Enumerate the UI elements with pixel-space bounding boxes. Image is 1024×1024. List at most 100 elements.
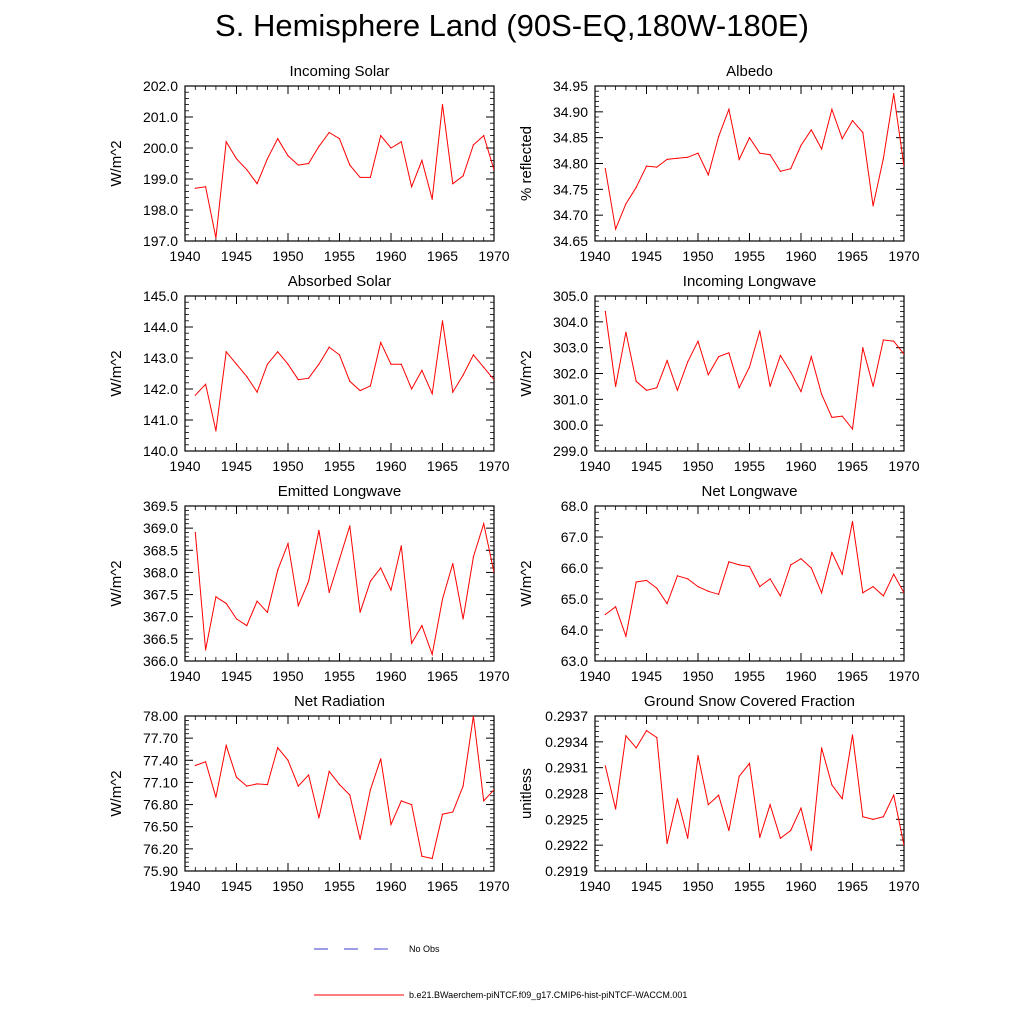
data-point xyxy=(728,829,730,832)
data-point xyxy=(903,844,904,846)
data-point xyxy=(748,762,751,764)
y-axis-label: W/m^2 xyxy=(108,560,125,606)
data-point xyxy=(297,605,299,607)
data-point xyxy=(800,807,802,809)
y-tick-label: 202.0 xyxy=(143,78,178,94)
y-tick-label: 77.10 xyxy=(143,774,178,790)
data-point xyxy=(821,393,823,395)
data-point xyxy=(400,545,402,547)
data-point xyxy=(903,592,904,594)
data-point xyxy=(821,592,823,594)
series-line xyxy=(604,729,904,851)
data-point xyxy=(287,543,289,545)
series-line xyxy=(195,716,494,860)
data-point xyxy=(256,600,258,602)
data-point xyxy=(615,808,617,810)
data-point xyxy=(452,562,454,565)
data-point xyxy=(718,136,720,138)
x-tick-label: 1955 xyxy=(734,668,765,684)
data-point xyxy=(625,635,627,637)
x-tick-label: 1955 xyxy=(324,878,355,894)
y-tick-label: 34.95 xyxy=(553,78,588,94)
data-point xyxy=(851,520,854,523)
data-point xyxy=(666,359,668,362)
y-tick-label: 66.0 xyxy=(561,560,588,576)
data-point xyxy=(687,156,689,158)
data-point xyxy=(483,135,485,137)
data-point xyxy=(421,159,423,161)
data-point xyxy=(738,564,740,566)
data-point xyxy=(666,158,668,160)
data-point xyxy=(738,158,740,160)
data-point xyxy=(256,783,258,785)
y-tick-label: 367.5 xyxy=(143,587,178,603)
x-tick-label: 1940 xyxy=(169,668,200,684)
chart-panel-8: 1940 1945 1950 1955 1960 1965 1970 0.2919 0.2922… xyxy=(518,693,920,894)
y-tick-label: 34.85 xyxy=(553,130,588,146)
data-point xyxy=(400,141,402,143)
data-point xyxy=(277,351,279,353)
data-point xyxy=(472,716,474,717)
data-point xyxy=(666,842,668,845)
y-tick-label: 140.0 xyxy=(143,443,178,459)
page-title: S. Hemisphere Land (90S-EQ,180W-180E) xyxy=(215,8,809,43)
x-tick-label: 1955 xyxy=(324,668,355,684)
y-axis-label: W/m^2 xyxy=(108,770,125,816)
data-point xyxy=(359,838,361,840)
data-point xyxy=(369,176,371,179)
x-tick-label: 1965 xyxy=(427,248,458,264)
data-point xyxy=(666,603,668,605)
data-point xyxy=(769,385,771,388)
x-tick-label: 1960 xyxy=(375,458,406,474)
x-tick-label: 1940 xyxy=(579,458,610,474)
data-point xyxy=(903,165,904,167)
y-tick-label: 0.2931 xyxy=(545,760,588,776)
data-point xyxy=(790,829,792,832)
data-point xyxy=(615,228,617,230)
data-point xyxy=(625,203,627,205)
y-tick-label: 145.0 xyxy=(143,288,178,304)
y-tick-label: 368.5 xyxy=(143,542,178,558)
data-point xyxy=(697,586,699,588)
y-tick-label: 144.0 xyxy=(143,319,178,335)
y-tick-label: 299.0 xyxy=(553,443,588,459)
chart-panel-4: 1940 1945 1950 1955 1960 1965 1970 299.0 300.0 30… xyxy=(518,273,920,474)
y-tick-label: 68.0 xyxy=(561,498,588,514)
x-tick-label: 1945 xyxy=(631,878,662,894)
data-point xyxy=(380,567,382,569)
data-point xyxy=(882,157,885,159)
x-tick-label: 1950 xyxy=(272,668,303,684)
x-tick-label: 1960 xyxy=(375,248,406,264)
y-tick-label: 302.0 xyxy=(553,366,588,382)
legend-model-label: b.e21.BWaerchem-piNTCF.f09_g17.CMIP6-his… xyxy=(409,990,687,1000)
data-point xyxy=(287,155,289,157)
data-point xyxy=(625,735,627,737)
y-tick-label: 366.5 xyxy=(143,631,178,647)
x-tick-label: 1965 xyxy=(837,878,868,894)
data-point xyxy=(411,388,413,390)
data-point xyxy=(359,611,361,613)
y-tick-label: 198.0 xyxy=(143,202,178,218)
data-point xyxy=(235,363,238,365)
data-point xyxy=(431,198,433,200)
data-point xyxy=(841,573,843,575)
data-point xyxy=(215,237,217,239)
data-point xyxy=(297,379,299,381)
data-point xyxy=(452,811,454,813)
data-point xyxy=(483,366,485,368)
data-point xyxy=(215,596,217,598)
data-point xyxy=(390,147,392,149)
y-tick-label: 199.0 xyxy=(143,171,178,187)
x-tick-label: 1945 xyxy=(631,668,662,684)
data-point xyxy=(287,759,289,761)
data-point xyxy=(841,798,843,800)
x-tick-label: 1965 xyxy=(427,458,458,474)
x-tick-label: 1940 xyxy=(579,668,610,684)
y-tick-label: 303.0 xyxy=(553,340,588,356)
data-point xyxy=(707,174,709,176)
y-tick-label: 0.2928 xyxy=(545,786,588,802)
data-point xyxy=(441,598,444,600)
data-point xyxy=(893,93,895,95)
data-point xyxy=(380,341,382,344)
data-point xyxy=(645,389,648,391)
